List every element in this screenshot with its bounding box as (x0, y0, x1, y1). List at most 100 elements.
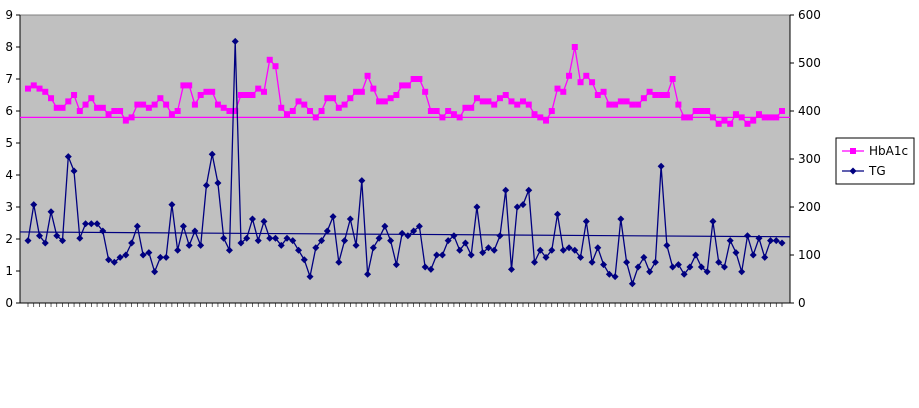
hba1c-point (59, 104, 66, 111)
hba1c-point (105, 111, 112, 118)
left-axis-tick-label: 6 (5, 104, 13, 118)
tg-point (473, 203, 481, 211)
hba1c-point (738, 114, 745, 121)
tg-point (415, 222, 423, 230)
hba1c-point (266, 56, 273, 63)
hba1c-point (376, 98, 383, 105)
tg-point (139, 251, 147, 259)
tg-point (623, 258, 631, 266)
hba1c-point (491, 101, 498, 108)
left-axis-tick-label: 7 (5, 72, 13, 86)
hba1c-point (698, 108, 705, 114)
hba1c-point (514, 101, 521, 108)
hba1c-point (157, 95, 164, 102)
tg-point (519, 201, 527, 209)
tg-point (404, 232, 412, 240)
hba1c-point (278, 104, 285, 111)
hba1c-point (560, 88, 567, 95)
right-axis-tick-label: 400 (798, 104, 821, 118)
legend-hba1c-label: HbA1c (869, 144, 908, 158)
hba1c-point (612, 101, 619, 108)
tg-point (502, 186, 510, 194)
hba1c-point (330, 95, 337, 102)
tg-point (421, 263, 429, 271)
tg-point (438, 251, 446, 259)
tg-point (266, 234, 274, 242)
hba1c-point (525, 101, 532, 108)
hba1c-point (709, 114, 716, 121)
hba1c-point (307, 108, 314, 114)
tg-point (536, 246, 544, 254)
hba1c-point (25, 85, 31, 92)
hba1c-point (537, 114, 544, 121)
tg-point (427, 265, 435, 273)
right-axis-tick-label: 600 (798, 8, 821, 22)
hba1c-point (416, 76, 423, 82)
tg-point (59, 237, 67, 245)
hba1c-point (727, 120, 734, 127)
tg-series-line (27, 41, 783, 287)
tg-point (87, 220, 95, 228)
hba1c-point (393, 92, 400, 98)
hba1c-point (456, 114, 463, 121)
hba1c-point (220, 104, 227, 111)
right-axis-tick-label: 0 (798, 296, 806, 310)
hba1c-point (99, 104, 106, 111)
tg-point (220, 234, 228, 242)
hba1c-point (76, 108, 83, 114)
hba1c-point (358, 88, 365, 95)
tg-point (151, 268, 159, 276)
hba1c-point (675, 101, 682, 108)
hba1c-point (88, 95, 95, 102)
tg-point (179, 222, 187, 230)
hba1c-point (364, 72, 371, 79)
tg-point (352, 241, 360, 249)
tg-point (605, 270, 613, 278)
legend-tg-label: TG (868, 164, 886, 178)
tg-point (387, 237, 395, 245)
tg-point (24, 237, 32, 245)
hba1c-point (445, 108, 452, 114)
hba1c-point (686, 114, 693, 121)
tg-point (634, 263, 642, 271)
hba1c-point (427, 108, 434, 114)
hba1c-point (145, 104, 152, 111)
hba1c-point (42, 88, 49, 95)
tg-point (588, 258, 596, 266)
tg-point (594, 244, 602, 252)
hba1c-point (237, 92, 244, 98)
legend (835, 137, 915, 185)
tg-point (133, 222, 141, 230)
tg-point (531, 258, 539, 266)
hba1c-point (324, 95, 331, 102)
tg-point (162, 253, 170, 261)
right-axis-tick-label: 300 (798, 152, 821, 166)
tg-point (548, 246, 556, 254)
left-axis-tick-label: 8 (5, 40, 13, 54)
hba1c-point (439, 114, 446, 121)
left-axis-tick-label: 1 (5, 264, 13, 278)
hba1c-point (646, 88, 653, 95)
hba1c-point (681, 114, 688, 121)
tg-point (306, 273, 314, 281)
tg-point (761, 253, 769, 261)
hba1c-point (652, 92, 659, 98)
hba1c-point (658, 92, 665, 98)
tg-point (64, 153, 72, 161)
hba1c-point (640, 95, 647, 102)
hba1c-point (186, 82, 193, 89)
hba1c-point (669, 76, 676, 82)
hba1c-point (715, 120, 722, 127)
tg-point (542, 253, 550, 261)
hba1c-point (721, 117, 728, 124)
hba1c-point (531, 111, 538, 118)
tg-point (76, 234, 84, 242)
tg-point (323, 227, 331, 235)
hba1c-point (387, 95, 394, 102)
tg-point (248, 215, 256, 223)
hba1c-point (773, 114, 780, 121)
tg-point (433, 251, 441, 259)
tg-point (513, 203, 521, 211)
hba1c-point (214, 101, 221, 108)
hba1c-point (761, 114, 768, 121)
